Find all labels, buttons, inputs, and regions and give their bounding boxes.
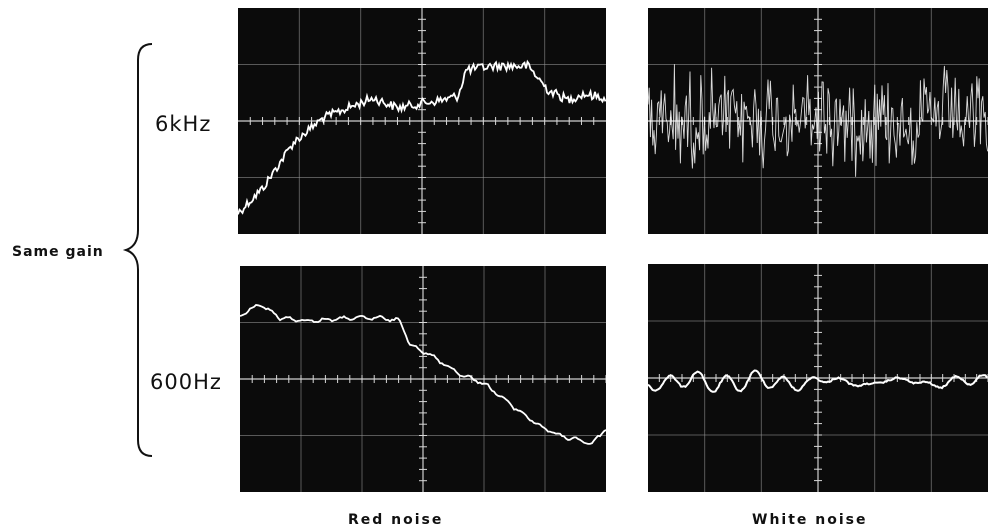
same-gain-label: Same gain [12,244,104,260]
trace-red-6khz [238,8,606,234]
column-label-red-noise: Red noise [348,512,444,528]
trace-red-600hz [240,266,606,492]
gain-brace [122,43,153,457]
scope-panel-red-6khz [238,8,606,234]
row-label-600hz: 600Hz [150,370,222,394]
row-label-6khz: 6kHz [155,112,212,136]
scope-panel-white-6khz [648,8,988,234]
trace-white-6khz [648,8,988,234]
trace-white-600hz [648,264,988,492]
graticule [238,8,606,234]
graticule [240,266,606,492]
scope-panel-white-600hz [648,264,988,492]
column-label-white-noise: White noise [752,512,868,528]
scope-panel-red-600hz [240,266,606,492]
